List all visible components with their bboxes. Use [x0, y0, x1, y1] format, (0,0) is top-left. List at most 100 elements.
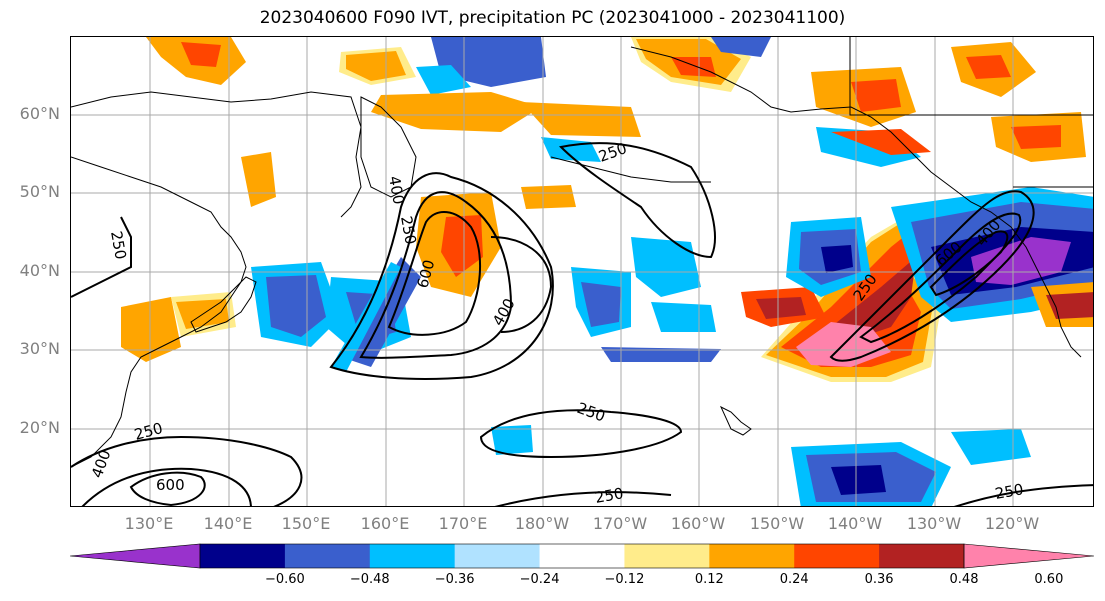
lon-label-180w: 180°W [514, 514, 570, 533]
colorbar-segment [624, 544, 710, 568]
shade-cp-blue5 [601, 347, 721, 362]
colorbar-max-extend [963, 543, 1095, 569]
shade-jp-orange [121, 297, 181, 362]
shade-north-red [181, 42, 221, 67]
shade-cp-blue4 [581, 282, 621, 327]
shade-sp-cyan3 [491, 425, 533, 455]
shade-cp-orange2 [521, 185, 576, 209]
shade-sp-cyan2 [951, 429, 1031, 465]
shade-jp-orange3 [241, 152, 276, 207]
colorbar-tick-label: 0.48 [949, 572, 979, 587]
colorbar-tick-label: −0.24 [519, 572, 560, 587]
shade-ep-darkred2 [756, 297, 806, 319]
contour-labels: 250 400 250 600 400 250 250 250 600 400 … [88, 139, 1025, 507]
map-canvas: 250 400 250 600 400 250 250 250 600 400 … [71, 37, 1093, 507]
contour-label-250: 250 [594, 484, 625, 507]
coast-asia [71, 156, 247, 468]
contour-400-ep [859, 212, 1022, 344]
colorbar-tick-label: −0.60 [264, 572, 305, 587]
shade-north-orange2 [346, 51, 406, 81]
colorbar-segment [284, 544, 371, 568]
colorbar-segment [794, 544, 880, 568]
contour-250-south [479, 409, 683, 459]
contour-label-400: 400 [489, 295, 519, 329]
shade-cp-cyan2 [541, 137, 601, 162]
lon-label-170e: 170°E [438, 514, 488, 533]
colorbar-tick-label: −0.48 [349, 572, 390, 587]
contour-250-se2 [954, 484, 1093, 506]
lon-label-160e: 160°E [360, 514, 410, 533]
shade-north-red2 [671, 57, 716, 77]
graticule [71, 37, 1093, 506]
shade-north-orange4 [521, 102, 641, 137]
coast-hawaii [719, 405, 752, 436]
coastlines [71, 37, 1093, 468]
map-panel: 250 400 250 600 400 250 250 250 600 400 … [70, 36, 1094, 507]
colorbar-tick-label: 0.60 [1034, 572, 1064, 587]
shade-north-blue2 [711, 37, 771, 57]
ivt-contours [71, 142, 1093, 506]
colorbar-tick-label: 0.24 [779, 572, 809, 587]
contour-250-sw [71, 435, 303, 506]
colorbar-tick-label: 0.12 [694, 572, 724, 587]
colorbar-segment [539, 544, 625, 568]
contour-250-se [494, 491, 672, 506]
shade-cp-cyan4 [651, 302, 716, 332]
colorbar-segment [454, 544, 541, 568]
colorbar-tick-label: 0.36 [864, 572, 894, 587]
shade-north-cyan [416, 65, 471, 95]
coast-ak-box [849, 37, 1093, 116]
lat-label-40n: 40°N [19, 261, 60, 280]
contour-label-250: 250 [575, 399, 608, 426]
contour-400-ar-west [359, 191, 513, 359]
shade-ak-red2 [1011, 125, 1061, 149]
colorbar-tick-label: −0.12 [604, 572, 645, 587]
colorbar-segment [709, 544, 795, 568]
shade-cp-cyan3 [631, 237, 701, 297]
colorbar-min-extend [69, 543, 201, 569]
lat-label-60n: 60°N [19, 104, 60, 123]
colorbar-segment [200, 544, 286, 568]
lat-label-30n: 30°N [19, 339, 60, 358]
contour-label-400: 400 [385, 175, 408, 206]
shade-north-orange3 [371, 92, 541, 132]
shade-north-blue [431, 37, 546, 87]
coast-asia-north [71, 91, 362, 218]
coast-alaska [630, 46, 1082, 358]
contour-250-ar-west [329, 172, 554, 380]
contour-400-sw [81, 467, 252, 506]
shade-ep-darkred [831, 257, 916, 337]
contour-label-250: 250 [397, 215, 420, 246]
contour-400-ar-west-east [490, 236, 553, 333]
colorbar-outline [199, 543, 965, 569]
shade-ak-red3 [966, 55, 1011, 79]
lat-label-20n: 20°N [19, 418, 60, 437]
colorbar-segment [369, 544, 456, 568]
lon-label-140w: 140°W [827, 514, 883, 533]
shade-ak-red [851, 79, 901, 112]
shade-sp-navy [831, 465, 886, 495]
map-title: 2023040600 F090 IVT, precipitation PC (2… [259, 8, 846, 28]
lon-label-150e: 150°E [281, 514, 331, 533]
contour-600-ep [929, 230, 1009, 297]
contour-label-600: 600 [156, 476, 185, 494]
lon-label-130e: 130°E [124, 514, 174, 533]
contour-label-250: 250 [994, 480, 1025, 503]
shade-ep-navy [821, 245, 853, 273]
colorbar-segment [879, 544, 965, 568]
lon-label-150w: 150°W [749, 514, 805, 533]
colorbar-tick-label: −0.36 [434, 572, 475, 587]
lon-label-130w: 130°W [906, 514, 962, 533]
lat-label-50n: 50°N [19, 182, 60, 201]
lon-label-140e: 140°E [203, 514, 253, 533]
lon-label-120w: 120°W [984, 514, 1040, 533]
contour-label-250: 250 [107, 230, 130, 261]
contour-600-ar-west [387, 211, 481, 336]
contour-250-north [558, 142, 716, 259]
contour-250-jp [71, 216, 132, 298]
coast-aleutians [550, 156, 711, 183]
contour-label-250: 250 [132, 419, 164, 444]
contour-label-400: 400 [88, 447, 115, 480]
coast-japan [190, 276, 257, 333]
contour-600-sw [129, 471, 206, 506]
